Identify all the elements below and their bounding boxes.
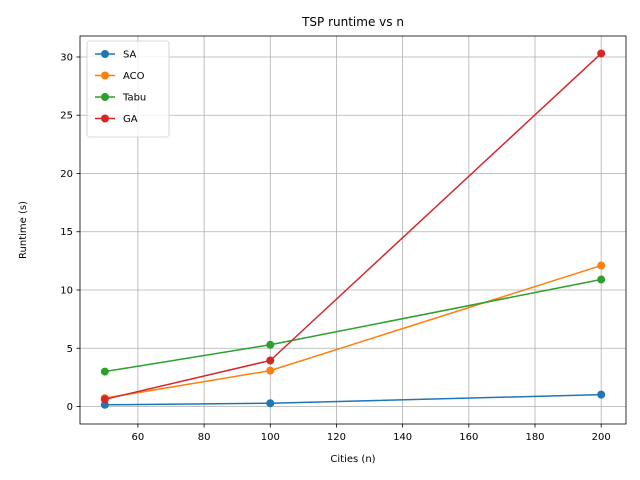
series-line-aco (104, 264, 602, 399)
legend-item-ga: GA (95, 114, 138, 125)
data-point-aco (266, 366, 275, 375)
series-ga (100, 49, 606, 404)
series-line-sa (104, 393, 602, 406)
x-axis-label: Cities (n) (330, 454, 375, 465)
data-point-tabu (597, 275, 606, 284)
data-point-ga (266, 356, 275, 365)
y-tick-label: 15 (60, 227, 73, 238)
legend-label: ACO (123, 71, 145, 82)
series-line-ga (104, 52, 602, 401)
legend-label: SA (123, 50, 137, 61)
x-tick-label: 140 (393, 432, 412, 443)
legend-swatch-marker (101, 50, 109, 58)
x-tick-label: 180 (525, 432, 544, 443)
series-tabu (100, 275, 606, 376)
legend-item-aco: ACO (95, 71, 145, 82)
x-tick-label: 120 (327, 432, 346, 443)
y-tick-label: 20 (60, 169, 73, 180)
legend-swatch-marker (101, 93, 109, 101)
y-tick-label: 5 (67, 344, 73, 355)
legend-item-sa: SA (95, 50, 137, 61)
x-tick-label: 100 (261, 432, 280, 443)
series-line-tabu (104, 278, 602, 373)
axis-ticks: 60 80 100 120 140 160 180 200 0 5 10 15 20 25 30 (60, 52, 610, 443)
y-tick-label: 0 (67, 402, 73, 413)
y-tick-label: 30 (60, 52, 73, 63)
x-tick-label: 160 (459, 432, 478, 443)
series-sa (100, 390, 606, 409)
data-point-sa (266, 399, 275, 408)
data-point-sa (597, 390, 606, 399)
chart-title: TSP runtime vs n (301, 15, 404, 29)
plot-area-frame (79, 35, 627, 425)
data-point-sa (100, 400, 109, 409)
series-layer (100, 49, 606, 409)
legend: SA ACO Tabu GA (86, 40, 170, 138)
y-tick-label: 25 (60, 111, 73, 122)
data-point-aco (597, 261, 606, 270)
legend-label: GA (123, 114, 138, 125)
y-axis-label: Runtime (s) (18, 201, 29, 259)
x-tick-label: 200 (592, 432, 611, 443)
x-tick-label: 80 (198, 432, 211, 443)
x-tick-label: 60 (132, 432, 145, 443)
data-point-ga (597, 49, 606, 58)
data-point-ga (100, 395, 109, 404)
legend-box (86, 40, 170, 138)
series-aco (100, 261, 606, 403)
data-point-tabu (266, 340, 275, 349)
legend-item-tabu: Tabu (95, 93, 146, 104)
legend-swatch-marker (101, 114, 109, 123)
data-point-tabu (100, 367, 109, 376)
legend-swatch-marker (101, 71, 109, 80)
legend-label: Tabu (122, 93, 146, 104)
y-tick-label: 10 (60, 286, 73, 297)
